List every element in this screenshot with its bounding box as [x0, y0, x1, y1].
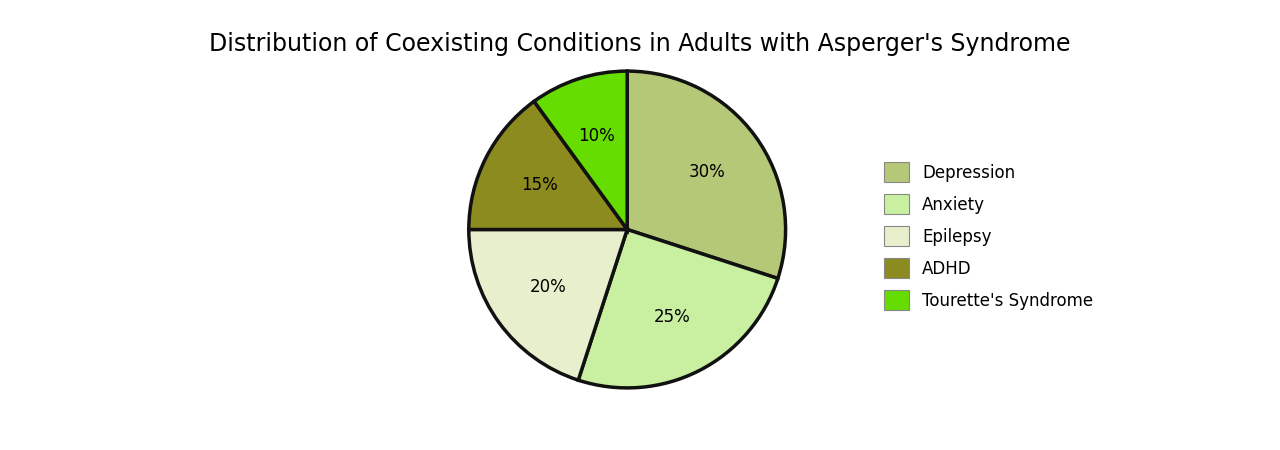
Legend: Depression, Anxiety, Epilepsy, ADHD, Tourette's Syndrome: Depression, Anxiety, Epilepsy, ADHD, Tou… [879, 157, 1098, 315]
Text: 30%: 30% [689, 163, 724, 181]
Wedge shape [468, 101, 627, 230]
Wedge shape [579, 230, 778, 388]
Text: 15%: 15% [521, 176, 558, 194]
Text: 20%: 20% [530, 278, 566, 296]
Wedge shape [534, 71, 627, 229]
Wedge shape [627, 71, 786, 279]
Wedge shape [468, 230, 627, 380]
Text: 10%: 10% [579, 127, 616, 145]
Text: Distribution of Coexisting Conditions in Adults with Asperger's Syndrome: Distribution of Coexisting Conditions in… [209, 32, 1071, 55]
Text: 25%: 25% [653, 308, 690, 326]
